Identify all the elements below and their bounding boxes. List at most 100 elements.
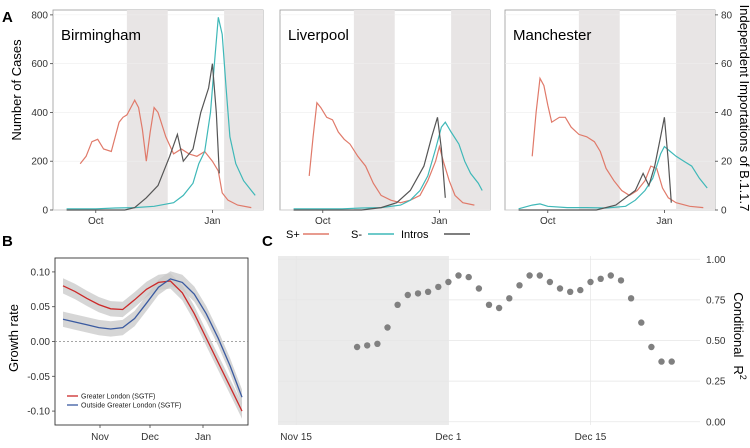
- data-point: [556, 285, 564, 292]
- data-point: [658, 358, 665, 365]
- panel-label-a: A: [2, 9, 13, 26]
- panel-a-facets: Oct Jan Birmingham Oct Jan Liverpool Oct Jan Man…: [52, 9, 716, 227]
- x-tick-label: Dec: [141, 432, 159, 443]
- y-tick-label-right: 40: [721, 108, 733, 119]
- facet-birmingham: Oct Jan Birmingham: [52, 9, 264, 227]
- panel-a-ylabel-right: Independent Importations of B.1.1.7: [737, 5, 750, 212]
- data-point: [384, 324, 391, 331]
- series-line-s-minus: [293, 121, 483, 210]
- data-point: [506, 295, 513, 302]
- shade-band: [578, 10, 620, 210]
- data-point: [465, 273, 472, 281]
- x-tick-label: Nov 15: [280, 432, 312, 443]
- x-tick-label: Dec 1: [435, 432, 462, 443]
- y-tick-label: -0.05: [27, 372, 50, 383]
- data-point: [435, 283, 442, 291]
- y-tick-label: 600: [31, 59, 48, 70]
- y-tick-label: 0.00: [706, 417, 726, 428]
- panel-b-chart: 0.10 0.05 0.00 -0.05 -0.10 Nov Dec Jan Greater L…: [27, 257, 249, 443]
- series-line-intros: [66, 63, 220, 211]
- facet-title: Manchester: [513, 27, 591, 44]
- data-point: [475, 285, 483, 292]
- panel-a-ylabel: Number of Cases: [9, 39, 24, 141]
- data-point: [546, 278, 554, 286]
- x-tick-label: Jan: [656, 216, 672, 227]
- panel-a-yticks-left: 0 200 400 600 800: [31, 10, 53, 217]
- legend-label: S-: [351, 229, 362, 241]
- series-line-s-minus: [66, 17, 256, 210]
- panel-label-b: B: [2, 233, 13, 250]
- data-point: [445, 278, 452, 286]
- legend-label: Greater London (SGTF): [81, 394, 155, 401]
- shade-band: [126, 10, 168, 210]
- data-point: [516, 282, 523, 289]
- y-tick-label-right: 20: [721, 157, 733, 168]
- data-point: [394, 301, 401, 308]
- panel-c-ylabel-exp: 2: [738, 375, 748, 380]
- x-tick-label: Oct: [540, 216, 556, 227]
- facet-liverpool: Oct Jan Liverpool: [279, 9, 491, 227]
- data-point: [577, 286, 584, 294]
- y-tick-label-right: 60: [721, 59, 733, 70]
- panel-label-c: C: [262, 233, 273, 250]
- panel-c-ylabel-text: Conditional: [731, 292, 746, 357]
- x-tick-label: Oct: [315, 216, 331, 227]
- panel-c-ylabel: Conditional R2: [731, 292, 748, 379]
- data-point: [668, 358, 675, 365]
- legend-label: Intros: [401, 229, 429, 241]
- shade-band: [224, 10, 263, 210]
- x-tick-label: Jan: [195, 432, 211, 443]
- data-point: [526, 272, 533, 279]
- shade-band: [353, 10, 395, 210]
- data-point: [617, 277, 625, 284]
- series-line-intros: [293, 117, 446, 211]
- y-tick-label: 0.05: [31, 302, 51, 313]
- confidence-band: [63, 273, 242, 419]
- y-tick-label: 400: [31, 108, 48, 119]
- data-point: [587, 278, 594, 286]
- facet-title: Birmingham: [61, 27, 141, 44]
- data-point: [424, 288, 432, 295]
- data-point: [485, 301, 493, 308]
- y-tick-label: 0.25: [706, 377, 726, 388]
- y-tick-label-right: 80: [721, 10, 733, 21]
- shade-band: [451, 10, 490, 210]
- x-tick-label: Dec 15: [575, 432, 607, 443]
- y-tick-label: -0.10: [27, 407, 50, 418]
- series-line-1: [62, 278, 243, 398]
- y-tick-label: 0.00: [31, 337, 51, 348]
- data-point: [648, 343, 655, 351]
- data-point: [607, 272, 614, 279]
- x-tick-label: Oct: [88, 216, 104, 227]
- y-tick-label: 200: [31, 157, 48, 168]
- data-point: [567, 288, 574, 295]
- panel-a-legend: S+ S- Intros: [286, 229, 470, 241]
- x-tick-label: Jan: [204, 216, 220, 227]
- x-tick-label: Jan: [431, 216, 447, 227]
- data-point: [536, 272, 543, 279]
- confidence-band: [63, 271, 242, 405]
- data-point: [638, 319, 645, 326]
- series-line-0: [62, 280, 243, 412]
- facet-manchester: Oct Jan Manchester: [504, 9, 716, 227]
- y-tick-label: 0: [42, 206, 48, 217]
- y-tick-label: 0.50: [706, 336, 726, 347]
- series-line-s-minus: [518, 145, 708, 210]
- y-tick-label: 800: [31, 10, 48, 21]
- shade-band: [676, 10, 715, 210]
- series-line-s-plus: [531, 76, 704, 209]
- y-tick-label-right: 0: [721, 206, 727, 217]
- data-point: [495, 304, 503, 312]
- y-tick-label: 1.00: [706, 255, 726, 266]
- data-point: [364, 342, 371, 349]
- facet-title: Liverpool: [288, 27, 349, 44]
- panel-a-yticks-right: 0 20 40 60 80: [715, 10, 733, 217]
- series-line-s-plus: [308, 101, 475, 206]
- data-point: [353, 343, 361, 351]
- y-tick-label: 0.75: [706, 295, 726, 306]
- data-point: [627, 295, 635, 302]
- panel-c-chart: 0.00 0.25 0.50 0.75 1.00 Nov 15 Dec 1 Dec 15: [278, 255, 726, 443]
- legend-label: S+: [286, 229, 300, 241]
- data-point: [455, 272, 462, 279]
